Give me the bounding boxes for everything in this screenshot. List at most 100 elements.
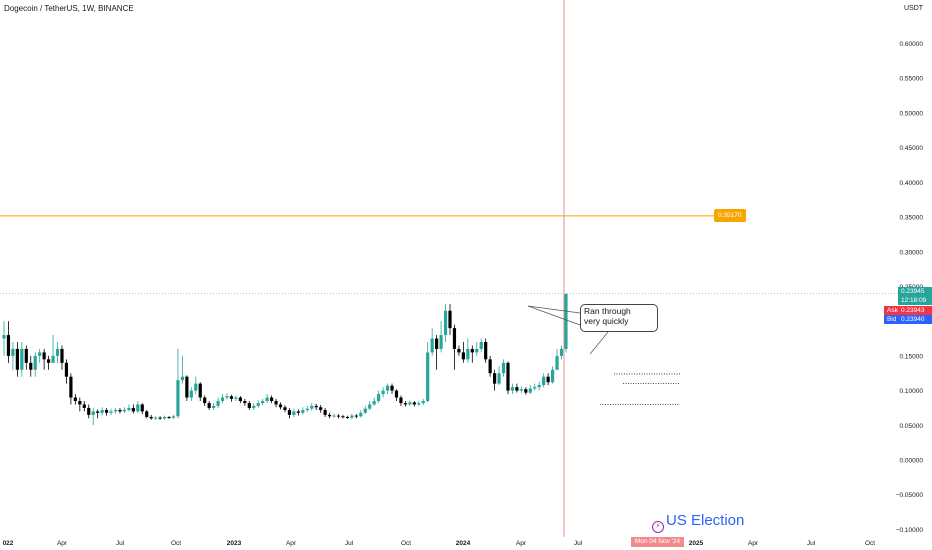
event-label: US Election: [666, 512, 745, 529]
candle-body: [2, 335, 6, 339]
countdown-tag: 12:18:09: [898, 296, 932, 305]
candle-body: [533, 387, 537, 389]
candle-body: [145, 411, 149, 417]
candle-body: [345, 416, 350, 418]
candle-body: [212, 405, 216, 408]
candle-body: [33, 355, 37, 370]
y-tick-label: 0.35000: [900, 215, 924, 222]
candle-body: [381, 390, 385, 395]
candle-body: [158, 417, 162, 419]
x-tick-label: 2023: [227, 540, 242, 547]
candle-body: [122, 410, 127, 412]
candle-body: [403, 403, 407, 405]
candle-body: [550, 369, 555, 383]
candle-body: [390, 385, 394, 391]
candles: [2, 293, 568, 426]
candle-body: [470, 348, 474, 353]
candle-body: [350, 415, 354, 418]
candle-body: [185, 376, 189, 398]
y-tick-label: 0.05000: [900, 423, 924, 430]
candle-body: [51, 355, 55, 363]
candle-body: [314, 405, 318, 408]
lightning-icon[interactable]: ⚡: [652, 521, 664, 533]
candle-body: [42, 352, 46, 360]
candle-body: [506, 362, 510, 391]
candle-body: [408, 402, 412, 405]
candle-body: [564, 293, 568, 349]
candle-body: [332, 415, 336, 417]
candle-body: [234, 397, 238, 399]
candle-body: [127, 407, 131, 411]
chart-title: Dogecoin / TetherUS, 1W, BINANCE: [4, 4, 134, 13]
candle-body: [60, 348, 64, 363]
candle-body: [203, 397, 207, 404]
candle-body: [256, 403, 260, 406]
candle-body: [229, 396, 234, 399]
candle-body: [537, 385, 541, 388]
x-tick-label: Apr: [748, 540, 759, 547]
candle-body: [430, 338, 434, 353]
candle-body: [278, 404, 283, 408]
candle-body: [73, 397, 77, 401]
candle-body: [296, 411, 300, 413]
x-axis: 022 Apr Jul Oct 2023 Apr Jul Oct 2024 Apr Jul Oct 20…: [3, 540, 876, 547]
candle-body: [385, 385, 390, 391]
candle-body: [29, 362, 33, 370]
y-tick-label: −0.10000: [896, 527, 924, 534]
candle-body: [359, 412, 363, 417]
candle-body: [439, 335, 443, 349]
candle-body: [47, 359, 51, 363]
candle-body: [515, 387, 519, 391]
candle-body: [140, 404, 144, 412]
resistance-price-tag: 0.35170: [714, 209, 746, 222]
y-tick-label: 0.45000: [900, 145, 924, 152]
candle-body: [265, 397, 269, 401]
candle-body: [519, 389, 523, 391]
candle-body: [394, 390, 399, 398]
candle-body: [319, 407, 323, 411]
y-tick-label: −0.05000: [896, 492, 924, 499]
candle-body: [252, 405, 256, 408]
candle-body: [301, 410, 305, 413]
x-tick-label: Jul: [116, 540, 125, 547]
candle-body: [466, 348, 470, 360]
candle-body: [510, 387, 515, 391]
candle-body: [176, 380, 180, 417]
ask-label: Ask: [884, 306, 901, 315]
x-tick-label: 2025: [689, 540, 704, 547]
annotation-line-1: Ran through: [584, 306, 631, 316]
event-date-tag: Mon 04 Nov '24: [631, 537, 684, 547]
callout-pointer-2: [527, 305, 581, 326]
candle-body: [426, 352, 430, 401]
x-tick-label: Jul: [345, 540, 354, 547]
candle-body: [82, 404, 86, 408]
candle-body: [247, 403, 251, 408]
support-lines: [600, 373, 680, 405]
y-tick-label: 0.60000: [900, 41, 924, 48]
candle-body: [528, 388, 532, 393]
candle-body: [220, 397, 225, 401]
candle-body: [261, 400, 265, 404]
candle-body: [354, 415, 358, 417]
candle-body: [109, 411, 113, 413]
candle-body: [336, 415, 341, 417]
candle-body: [524, 389, 528, 393]
candle-body: [167, 416, 171, 418]
candle-body: [20, 348, 24, 370]
candle-body: [372, 400, 376, 405]
x-tick-label: Apr: [286, 540, 297, 547]
candle-body: [341, 416, 345, 418]
candle-body: [149, 416, 153, 419]
annotation-line-2: very quickly: [584, 316, 629, 326]
candle-body: [457, 348, 461, 353]
candle-body: [162, 416, 167, 419]
candle-body: [194, 383, 198, 391]
candle-body: [443, 310, 448, 336]
annotation-callout[interactable]: Ran through very quickly: [580, 304, 658, 332]
candle-body: [189, 390, 193, 398]
candle-body: [287, 410, 292, 415]
candle-body: [225, 396, 229, 398]
bid-price-tag: 0.23940: [898, 315, 932, 324]
candle-body: [270, 397, 274, 401]
